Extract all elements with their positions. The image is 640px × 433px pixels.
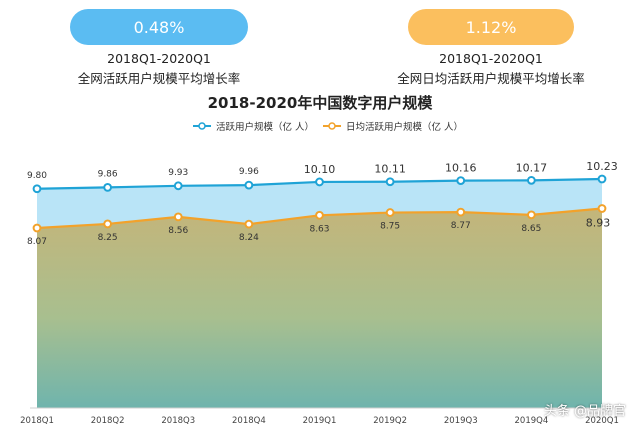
label-active-2019Q3: 10.16 <box>445 162 477 175</box>
label-daily-2020Q1: 8.93 <box>586 216 611 229</box>
point-active-2018Q3 <box>173 181 183 191</box>
area-under-daily-series <box>37 208 602 408</box>
label-active-2018Q1: 9.80 <box>27 171 47 181</box>
kpi-active-growth-pill: 0.48% <box>70 9 248 45</box>
label-active-2020Q1: 10.23 <box>586 160 618 173</box>
point-active-2020Q1 <box>597 174 607 184</box>
x-tick-2018Q2: 2018Q2 <box>91 416 125 426</box>
label-daily-2018Q4: 8.24 <box>239 233 259 243</box>
point-daily-2018Q4 <box>244 219 254 229</box>
x-tick-2018Q3: 2018Q3 <box>161 416 195 426</box>
label-active-2019Q2: 10.11 <box>374 163 406 176</box>
label-daily-2018Q1: 8.07 <box>27 237 47 247</box>
label-active-2019Q4: 10.17 <box>516 161 548 174</box>
point-daily-2019Q4 <box>526 210 536 220</box>
kpi-daily-period: 2018Q1-2020Q1 <box>439 51 543 66</box>
x-tick-2019Q1: 2019Q1 <box>303 416 337 426</box>
x-tick-2019Q2: 2019Q2 <box>373 416 407 426</box>
legend-marker-1 <box>328 122 336 130</box>
label-daily-2018Q2: 8.25 <box>98 233 118 243</box>
x-tick-2019Q4: 2019Q4 <box>515 416 549 426</box>
point-active-2019Q4 <box>526 175 536 185</box>
chart-title: 2018-2020年中国数字用户规模 <box>207 94 433 112</box>
point-daily-2020Q1 <box>597 204 607 213</box>
x-tick-2020Q1: 2020Q1 <box>585 416 619 426</box>
label-active-2018Q4: 9.96 <box>239 167 259 177</box>
kpi-active-label: 全网活跃用户规模平均增长率 <box>77 71 241 86</box>
point-active-2018Q2 <box>103 182 113 192</box>
x-tick-2018Q4: 2018Q4 <box>232 416 266 426</box>
label-active-2018Q2: 9.86 <box>98 169 118 179</box>
point-daily-2018Q2 <box>103 219 113 229</box>
point-active-2018Q4 <box>244 180 254 190</box>
label-daily-2019Q3: 8.77 <box>451 221 471 231</box>
label-active-2019Q1: 10.10 <box>304 163 336 176</box>
legend-marker-0 <box>198 122 206 130</box>
kpi-active-period: 2018Q1-2020Q1 <box>107 51 211 66</box>
legend-label-0: 活跃用户规模（亿 人） <box>216 121 314 133</box>
point-active-2019Q2 <box>385 177 395 187</box>
point-active-2018Q1 <box>32 184 42 194</box>
label-active-2018Q3: 9.93 <box>168 168 188 178</box>
legend-label-1: 日均活跃用户规模（亿 人） <box>346 121 463 133</box>
point-active-2019Q3 <box>456 176 466 185</box>
label-daily-2019Q4: 8.65 <box>521 224 541 234</box>
point-daily-2019Q3 <box>456 207 466 217</box>
label-daily-2019Q1: 8.63 <box>309 224 329 234</box>
source-credit: 头条 @品牌官 <box>543 404 626 419</box>
x-tick-2018Q1: 2018Q1 <box>20 416 54 426</box>
point-daily-2018Q1 <box>32 223 42 233</box>
point-daily-2019Q2 <box>385 208 395 217</box>
kpi-daily-label: 全网日均活跃用户规模平均增长率 <box>397 71 585 86</box>
x-tick-2019Q3: 2019Q3 <box>444 416 478 426</box>
point-daily-2019Q1 <box>315 210 324 220</box>
label-daily-2019Q2: 8.75 <box>380 222 400 232</box>
point-active-2019Q1 <box>315 177 324 187</box>
kpi-daily-growth-pill: 1.12% <box>408 9 574 45</box>
label-daily-2018Q3: 8.56 <box>168 226 188 236</box>
point-daily-2018Q3 <box>173 212 183 222</box>
